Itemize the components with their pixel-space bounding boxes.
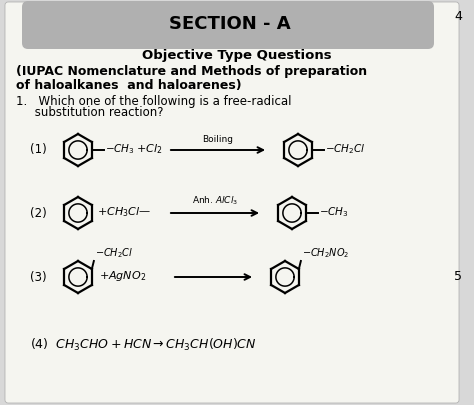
- Text: Objective Type Questions: Objective Type Questions: [142, 49, 332, 62]
- Text: substitution reaction?: substitution reaction?: [16, 107, 164, 119]
- Text: $-CH_3$: $-CH_3$: [105, 142, 135, 156]
- Text: 5: 5: [454, 271, 462, 284]
- Text: $+ AgNO_2$: $+ AgNO_2$: [99, 269, 146, 283]
- Text: (IUPAC Nomenclature and Methods of preparation: (IUPAC Nomenclature and Methods of prepa…: [16, 66, 367, 79]
- Text: (2): (2): [30, 207, 47, 220]
- Text: (1): (1): [30, 143, 47, 156]
- Text: (4)  $CH_3CHO + HCN \rightarrow CH_3CH(OH)CN$: (4) $CH_3CHO + HCN \rightarrow CH_3CH(OH…: [30, 337, 257, 353]
- Text: $+ CH_3Cl$—: $+ CH_3Cl$—: [97, 205, 151, 219]
- Text: 1.   Which one of the following is a free-radical: 1. Which one of the following is a free-…: [16, 94, 292, 107]
- FancyBboxPatch shape: [22, 1, 434, 49]
- Text: $+ Cl_2$: $+ Cl_2$: [136, 142, 162, 156]
- Text: $-CH_2Cl$: $-CH_2Cl$: [325, 142, 366, 156]
- Text: $-CH_2NO_2$: $-CH_2NO_2$: [302, 246, 349, 260]
- Text: $-CH_2Cl$: $-CH_2Cl$: [95, 246, 133, 260]
- Text: (3): (3): [30, 271, 46, 284]
- Text: Anh. $AlCl_3$: Anh. $AlCl_3$: [192, 194, 238, 207]
- FancyBboxPatch shape: [5, 2, 459, 403]
- Text: SECTION - A: SECTION - A: [169, 15, 291, 33]
- Text: Boiling: Boiling: [202, 135, 234, 144]
- Text: 4: 4: [454, 11, 462, 23]
- Text: of haloalkanes  and haloarenes): of haloalkanes and haloarenes): [16, 79, 242, 92]
- Text: $-CH_3$: $-CH_3$: [319, 205, 349, 219]
